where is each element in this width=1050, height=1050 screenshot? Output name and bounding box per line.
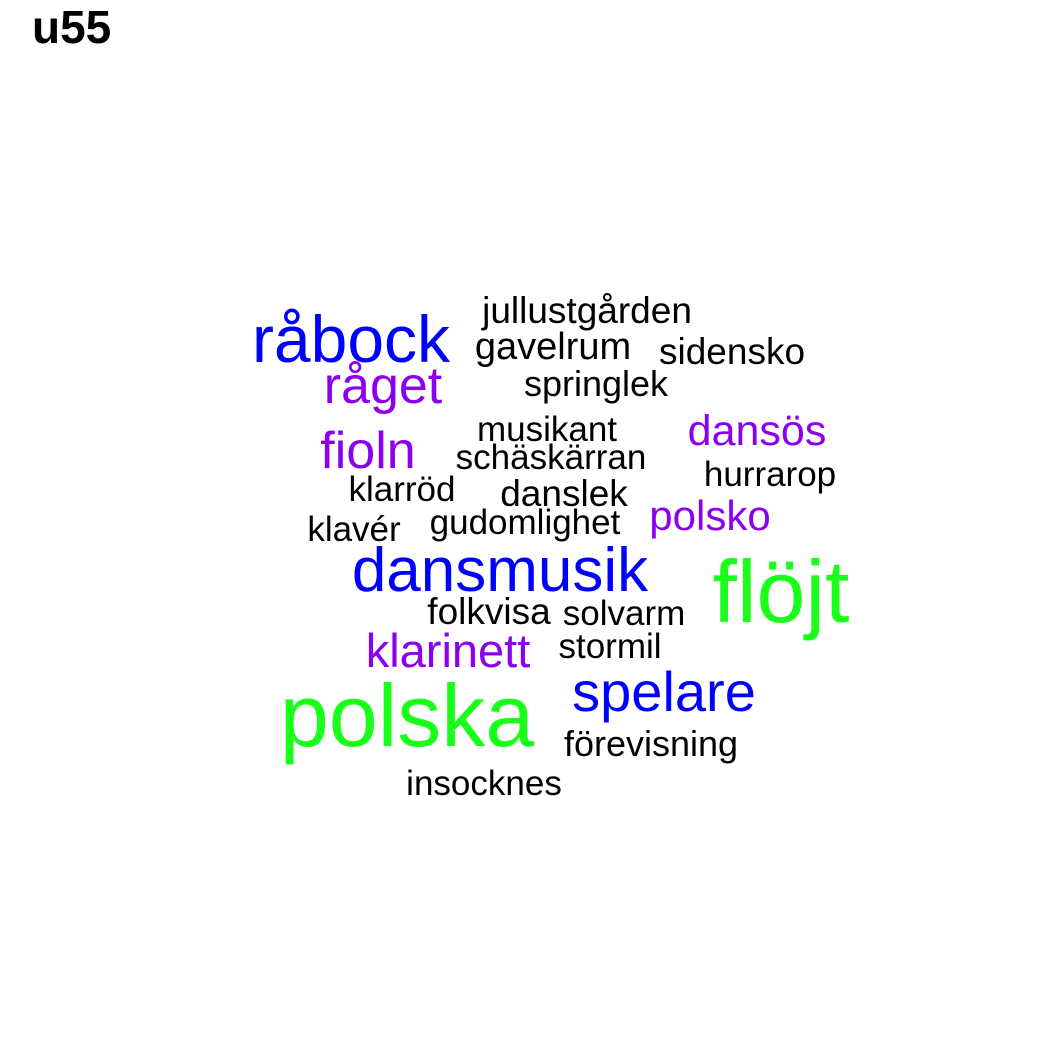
word-cloud-word: solvarm xyxy=(562,594,686,633)
word-cloud-word: förevisning xyxy=(563,723,739,764)
word-cloud-word: klarröd xyxy=(348,470,456,509)
word-cloud-word: stormil xyxy=(558,627,662,666)
word-cloud-word: gudomlighet xyxy=(429,503,621,542)
word-cloud-word: dansmusik xyxy=(351,536,649,605)
word-cloud-word: folkvisa xyxy=(427,591,551,632)
word-cloud-word: springlek xyxy=(523,363,669,404)
word-cloud-word: råbock xyxy=(251,302,451,376)
word-cloud-word: insocknes xyxy=(406,764,562,803)
word-cloud-word: polska xyxy=(279,666,535,765)
word-cloud-word: musikant xyxy=(476,410,618,449)
word-cloud-word: fioln xyxy=(320,422,416,480)
word-cloud-word: dansös xyxy=(687,407,827,455)
word-cloud-word: klavér xyxy=(307,510,401,549)
word-cloud-word: spelare xyxy=(572,660,756,723)
word-cloud-word: sidensko xyxy=(658,331,806,372)
word-cloud-word: jullustgården xyxy=(482,290,692,331)
word-cloud-word: danslek xyxy=(500,473,628,514)
word-cloud-word: gavelrum xyxy=(474,326,632,368)
word-cloud-word: schäskärran xyxy=(455,438,647,477)
word-cloud-word: klarinett xyxy=(365,624,531,677)
word-cloud-word: polsko xyxy=(649,492,771,539)
word-cloud-word: flöjt xyxy=(712,542,850,641)
word-cloud-word: hurrarop xyxy=(703,455,837,494)
word-cloud-word: råget xyxy=(323,357,443,415)
page-title: u55 xyxy=(32,1,112,53)
